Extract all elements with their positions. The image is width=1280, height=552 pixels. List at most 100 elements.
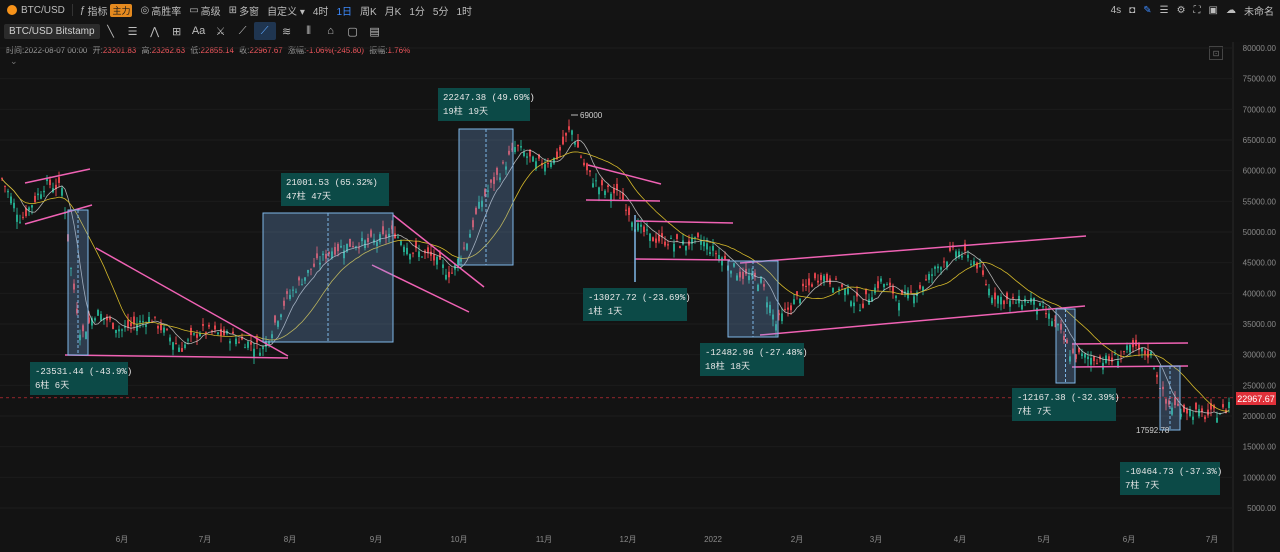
pencil-icon[interactable]: ✎	[1143, 4, 1152, 16]
x-tick-label: 8月	[284, 535, 296, 544]
interval-week[interactable]: 周K	[356, 0, 381, 20]
candle-body	[34, 195, 36, 203]
indicator-button[interactable]: ƒ 指标 主力	[76, 0, 137, 20]
measure-label-bars: 7柱 7天	[1125, 479, 1159, 491]
custom-interval-dropdown[interactable]: 自定义 ▾	[263, 0, 309, 20]
fullscreen-icon[interactable]: ⛶	[1193, 4, 1201, 16]
candle-body	[844, 288, 846, 296]
interval-1m[interactable]: 1分	[405, 0, 429, 20]
candle-body	[1090, 357, 1092, 365]
layout-icon[interactable]: ▣	[1208, 4, 1218, 16]
lock-icon[interactable]: ⌂	[327, 25, 334, 37]
interval-1h[interactable]: 1时	[452, 0, 476, 20]
candle-body	[319, 262, 321, 265]
candle-body	[601, 180, 603, 186]
line-tool-icon[interactable]: ╲	[107, 25, 114, 38]
ohlc-open: 23201.83	[102, 46, 137, 55]
candle-body	[415, 240, 417, 249]
candle-body	[7, 190, 9, 193]
ma-slow-line	[1, 151, 1230, 412]
cloud-icon[interactable]: ☁	[1226, 4, 1236, 16]
collapse-chevron-icon[interactable]: ⌄	[10, 56, 18, 66]
symbol-exchange-chip[interactable]: BTC/USD Bitstamp	[4, 23, 100, 39]
ruler-icon[interactable]: ⟋	[238, 24, 247, 37]
candle-body	[1027, 302, 1029, 304]
advanced-button[interactable]: ▭ 高级	[185, 0, 224, 20]
candle-body	[79, 334, 81, 341]
copy-icon[interactable]: ▢	[347, 25, 358, 38]
candle-body	[760, 276, 762, 283]
camera-icon[interactable]: ◘	[1129, 4, 1136, 16]
delete-icon[interactable]: ▤	[369, 25, 380, 38]
candle-body	[271, 334, 273, 339]
briefcase-icon: ▭	[189, 4, 199, 16]
interval-label: 周K	[360, 6, 377, 18]
candle-body	[379, 234, 381, 243]
candle-body	[256, 338, 258, 343]
win-rate-button[interactable]: ◎ 高胜率	[136, 0, 185, 20]
candle-body	[169, 337, 171, 342]
candle-body	[475, 207, 477, 214]
hline-tool-icon[interactable]: ☰	[127, 25, 138, 38]
candle-body	[1087, 356, 1089, 360]
brush-icon[interactable]: ≋	[281, 25, 292, 38]
candle-body	[139, 320, 141, 323]
last-price-tag: 22967.67	[1236, 392, 1276, 405]
interval-4h[interactable]: 4时	[309, 0, 333, 20]
multi-window-button[interactable]: ⊞ 多窗	[225, 0, 263, 20]
grid-icon: ⊞	[228, 4, 238, 16]
candle-body	[184, 344, 186, 348]
candle-body	[310, 268, 312, 270]
candle-body	[1075, 354, 1077, 359]
candle-body	[808, 278, 810, 286]
text-tool-icon[interactable]: Aa	[191, 25, 206, 37]
measure-icon[interactable]: ⟋	[253, 22, 276, 40]
symbol-label: BTC/USD	[21, 4, 65, 16]
candle-body	[1192, 416, 1194, 420]
candle-body	[316, 253, 318, 259]
candle-body	[115, 329, 117, 334]
candle-body	[1219, 413, 1221, 415]
candle-body	[526, 156, 528, 158]
candle-body	[181, 348, 183, 352]
main-badge: 主力	[110, 3, 133, 17]
candle-body	[556, 151, 558, 159]
candle-body	[46, 178, 48, 182]
candle-body	[850, 301, 852, 307]
interval-5m[interactable]: 5分	[429, 0, 453, 20]
unnamed-layout[interactable]: 未命名	[1244, 6, 1274, 18]
candle-body	[226, 331, 228, 334]
candle-body	[736, 275, 738, 281]
wave-tool-icon[interactable]: ⋀	[150, 25, 160, 38]
candle-body	[442, 264, 444, 268]
measure-label: -23531.44 (-43.9%) 6柱 6天	[30, 362, 132, 395]
candle-body	[802, 283, 804, 287]
candle-body	[628, 207, 630, 215]
candle-body	[406, 247, 408, 255]
candle-body	[202, 324, 204, 326]
pattern-icon[interactable]: ⚔	[215, 25, 226, 38]
plus-box-icon[interactable]: ⊞	[171, 25, 182, 38]
candle-body	[517, 145, 519, 147]
menu-icon[interactable]: ☰	[1159, 4, 1169, 16]
candle-body	[1216, 417, 1218, 423]
gear-icon[interactable]: ⚙	[1176, 4, 1186, 16]
candle-body	[373, 239, 375, 243]
symbol-selector[interactable]: BTC/USD	[0, 0, 69, 20]
pane-toggle-icon[interactable]: ⊡	[1209, 46, 1223, 60]
custom-label: 自定义 ▾	[267, 6, 305, 18]
candle-body	[1, 178, 3, 180]
candle-body	[778, 313, 780, 316]
price-chart[interactable]: 80000.00 75000.00 70000.00 65000.00 60000.00…	[0, 42, 1280, 552]
candle-body	[892, 286, 894, 294]
candle-body	[247, 341, 249, 348]
align-icon[interactable]: ⫴	[306, 24, 311, 37]
candle-body	[1051, 321, 1053, 327]
candle-body	[1204, 416, 1206, 420]
candle-body	[658, 235, 660, 242]
candle-body	[751, 273, 753, 277]
candle-body	[784, 308, 786, 310]
interval-month[interactable]: 月K	[381, 0, 406, 20]
interval-1d[interactable]: 1日	[332, 0, 356, 20]
candle-body	[841, 284, 843, 287]
